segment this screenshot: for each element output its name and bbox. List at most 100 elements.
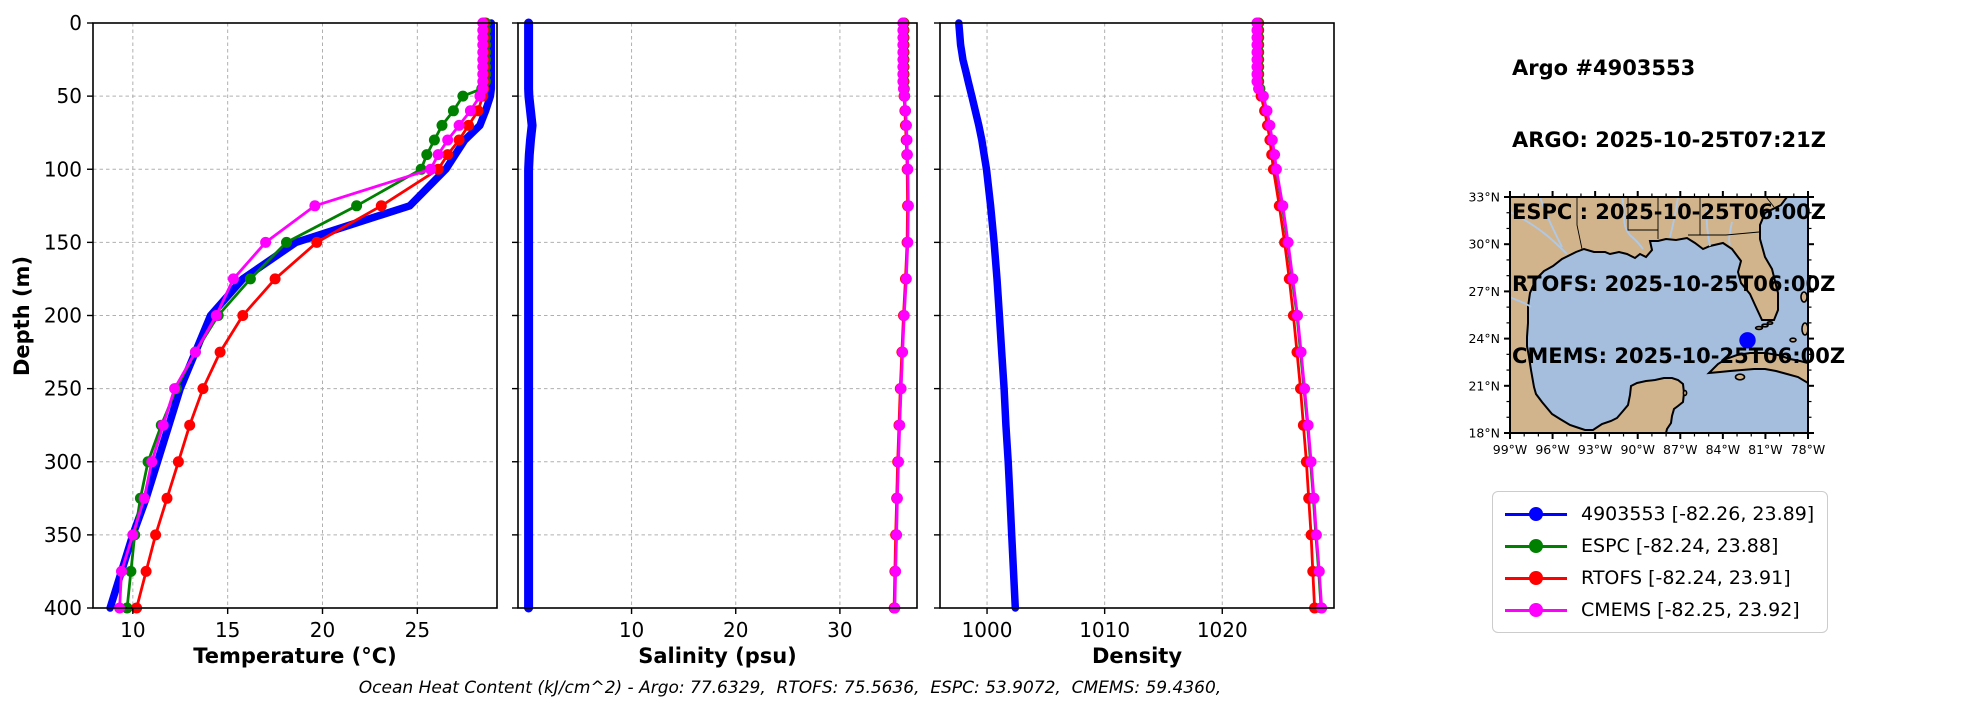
map-island [1734,373,1746,381]
series-marker-CMEMS [893,456,904,468]
header-rtofs-time: RTOFS: 2025-10-25T06:00Z [1512,272,1836,296]
map-lat-label: 24°N [1468,331,1500,346]
series-marker-CMEMS [1292,310,1303,321]
series-marker-CMEMS [901,134,913,146]
series-marker-CMEMS [900,119,912,131]
map-lon-label: 90°W [1620,442,1655,457]
map-lat-label: 27°N [1468,284,1500,299]
map-island [1789,337,1797,343]
series-marker-RTOFS [453,134,465,146]
series-marker-CMEMS [1308,492,1320,504]
series-marker-CMEMS [138,492,150,504]
legend-swatch [1505,602,1567,618]
map-frame [1509,196,1809,434]
series-marker-CMEMS [210,310,222,321]
legend-swatch [1505,570,1567,586]
series-marker-CMEMS [442,134,454,146]
series-marker-CMEMS [1266,134,1278,146]
map-island [1766,321,1774,326]
series-marker-CMEMS [116,565,127,577]
panel-2: 1000 1010 1020 [934,17,1335,642]
map-island [1754,325,1764,331]
series-marker-RTOFS [375,200,387,212]
series-marker-CMEMS [891,492,903,504]
y-tick-label: 0 [69,11,82,35]
series-marker-ESPC [421,149,433,161]
series-marker-CMEMS [127,529,139,541]
series-marker-RTOFS [269,273,281,285]
map-ticks: 99°W 96°W 93°W 90°W 87°W 84°W 81°W 78°W 33°N 30°N… [1468,190,1825,458]
series-marker-CMEMS [899,90,910,102]
legend-item-rtofs: RTOFS [-82.24, 23.91] [1493,563,1827,593]
map-lon-label: 93°W [1578,442,1613,457]
x-tick-label: 1020 [1197,618,1248,642]
series-marker-ESPC [436,119,448,131]
map-state-borders [1576,197,1775,250]
series-marker-CMEMS [309,200,321,212]
series-marker-CMEMS [902,200,914,212]
y-tick-label: 100 [44,157,82,181]
series-marker-RTOFS [197,383,209,395]
series-marker-CMEMS [891,529,903,541]
map-land-cuba [1706,352,1808,385]
series-marker-ESPC [447,105,459,117]
x-tick-label: 20 [310,618,335,642]
series-marker-CMEMS [227,273,239,285]
legend: 4903553 [-82.26, 23.89] ESPC [-82.24, 23… [1492,491,1828,633]
series-marker-RTOFS [472,105,484,117]
series-marker-CMEMS [897,346,909,358]
series-marker-CMEMS [474,90,486,102]
legend-label: RTOFS [-82.24, 23.91] [1581,567,1791,589]
y-tick-label: 350 [44,523,82,547]
series-marker-ESPC [351,200,363,212]
series-marker-CMEMS [1299,383,1311,395]
map-lon-label: 99°W [1493,442,1528,457]
map-lat-label: 30°N [1468,237,1500,252]
x-tick-label: 1000 [962,618,1013,642]
series-marker-CMEMS [464,105,476,117]
series-marker-ESPC [125,565,137,577]
series-marker-ESPC [244,273,256,285]
series-marker-CMEMS [1287,273,1299,285]
legend-item-cmems: CMEMS [-82.25, 23.92] [1493,595,1827,625]
series-marker-CMEMS [189,346,201,358]
series-marker-CMEMS [890,565,902,577]
series-marker-CMEMS [432,149,444,161]
legend-item-espc: ESPC [-82.24, 23.88] [1493,531,1827,561]
panel-1: 10 20 30 [512,17,918,642]
y-tick-label: 250 [44,377,82,401]
map-lon-label: 81°W [1748,442,1783,457]
legend-swatch [1505,506,1567,522]
series-marker-RTOFS [184,419,196,431]
series-marker-CMEMS [453,119,465,131]
series-marker-CMEMS [1269,149,1281,161]
map-island [1761,323,1769,328]
series-marker-CMEMS [1313,565,1325,577]
series-marker-RTOFS [214,346,226,358]
series-marker-CMEMS [425,163,437,175]
series-marker-CMEMS [146,456,158,468]
y-tick-label: 300 [44,450,82,474]
series-marker-CMEMS [260,236,272,248]
ocean-heat-content-note: Ocean Heat Content (kJ/cm^2) - Argo: 77.… [358,678,1222,698]
legend-label: ESPC [-82.24, 23.88] [1581,535,1779,557]
series-marker-CMEMS [894,419,906,431]
x-tick-label: 10 [619,618,644,642]
series-marker-CMEMS [898,310,910,321]
series-line-4903553 [524,18,537,613]
map-lon-label: 96°W [1535,442,1570,457]
x-tick-label: 10 [120,618,145,642]
legend-item-argo: 4903553 [-82.26, 23.89] [1493,499,1827,529]
series-marker-CMEMS [902,163,914,175]
series-marker-CMEMS [1277,200,1289,212]
temperature-axis-label: Temperature (°C) [193,644,397,668]
x-tick-label: 1010 [1079,618,1130,642]
legend-label: 4903553 [-82.26, 23.89] [1581,503,1815,525]
map-lat-label: 18°N [1468,426,1500,441]
series-marker-ESPC [457,90,469,102]
series-marker-CMEMS [1270,163,1282,175]
series-marker-CMEMS [900,105,911,117]
